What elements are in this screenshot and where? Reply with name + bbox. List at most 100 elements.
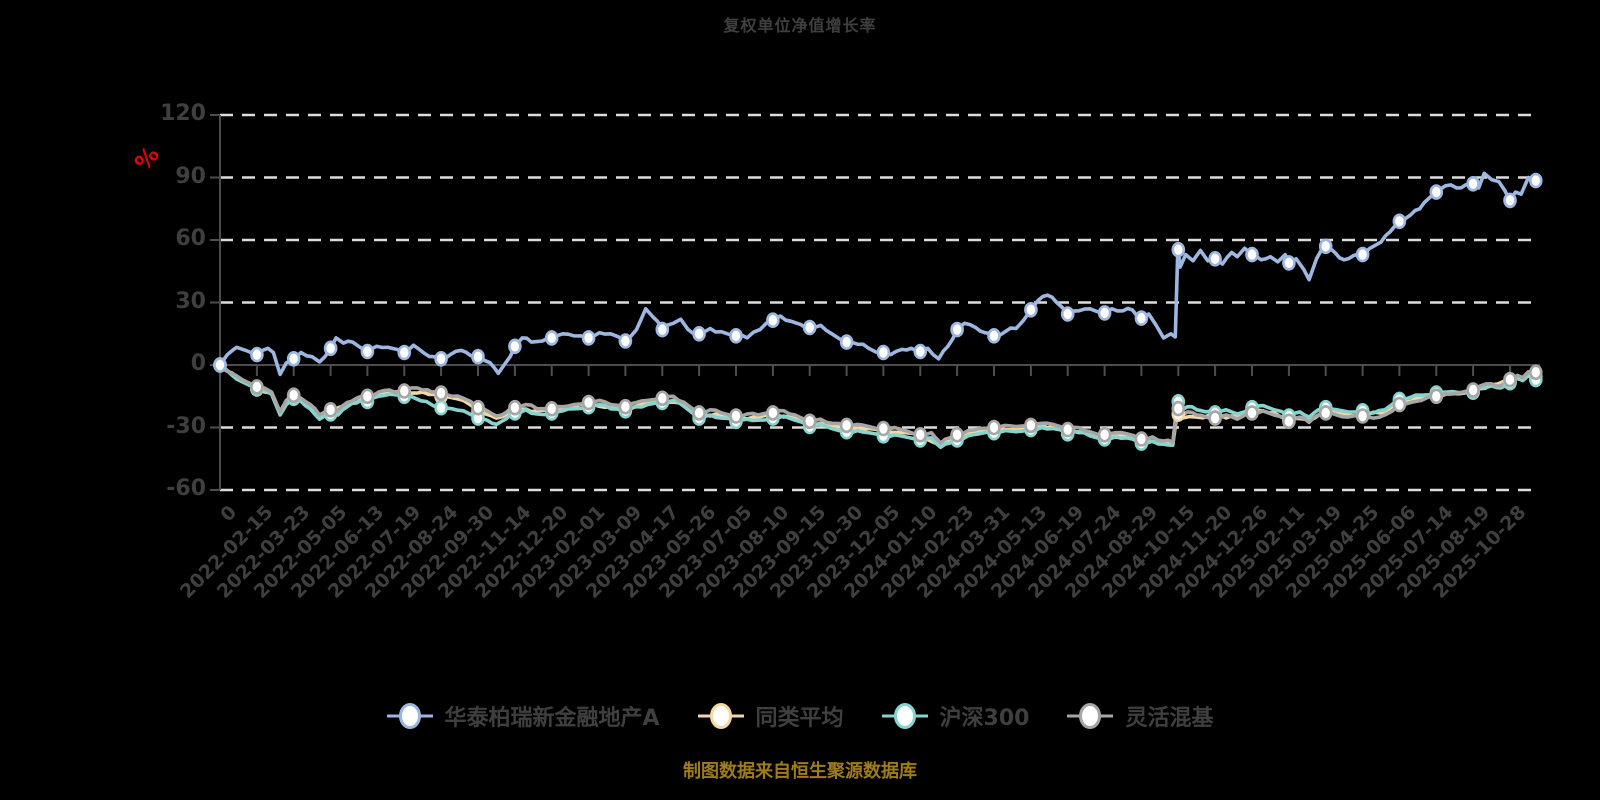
marker-fund: [1060, 306, 1075, 322]
marker-fund: [471, 348, 485, 365]
legend-marker-icon: [1067, 703, 1114, 729]
marker-flexible-mixed: [876, 420, 891, 437]
marker-flexible-mixed: [1060, 421, 1075, 438]
marker-flexible-mixed: [1134, 431, 1149, 447]
marker-fund: [1529, 172, 1543, 189]
legend-marker-icon: [386, 703, 433, 729]
chart-title: 复权单位净值增长率: [723, 16, 877, 35]
marker-flexible-mixed: [434, 385, 448, 401]
marker-flexible-mixed: [1355, 408, 1370, 424]
marker-fund: [839, 334, 854, 350]
marker-fund: [544, 330, 559, 346]
marker-fund: [1097, 305, 1112, 321]
legend-item-csi300[interactable]: 沪深300: [881, 700, 1030, 732]
marker-flexible-mixed: [360, 388, 375, 405]
marker-fund: [1392, 213, 1407, 230]
marker-flexible-mixed: [802, 413, 817, 430]
y-axis-label--30: -30: [166, 413, 206, 439]
y-axis-label-0: 0: [190, 351, 206, 376]
marker-flexible-mixed: [618, 398, 633, 415]
legend-item-fund[interactable]: 华泰柏瑞新金融地产A: [386, 700, 660, 732]
marker-fund: [1208, 250, 1222, 267]
marker-flexible-mixed: [655, 390, 670, 407]
marker-fund: [950, 321, 964, 338]
marker-flexible-mixed: [1392, 396, 1407, 413]
legend: 华泰柏瑞新金融地产A 同类平均 沪深300 灵活混基: [0, 700, 1600, 732]
marker-flexible-mixed: [1024, 417, 1038, 434]
marker-fund: [1503, 192, 1517, 209]
marker-fund: [1171, 241, 1186, 258]
data-source-footer: 制图数据来自恒生聚源数据库: [683, 761, 917, 782]
marker-flexible-mixed: [323, 401, 338, 418]
marker-fund: [987, 327, 1001, 344]
marker-csi300: [434, 399, 448, 416]
y-axis-label--60: -60: [166, 476, 206, 501]
marker-fund: [250, 346, 264, 363]
marker-flexible-mixed: [1208, 410, 1222, 426]
marker-fund: [1024, 301, 1038, 318]
marker-fund: [1318, 238, 1333, 255]
marker-fund: [1245, 246, 1259, 263]
marker-flexible-mixed: [1503, 371, 1517, 388]
marker-fund: [213, 357, 227, 373]
marker-flexible-mixed: [1318, 405, 1333, 421]
marker-flexible-mixed: [1466, 382, 1480, 398]
marker-flexible-mixed: [1171, 400, 1186, 417]
series-markers-flexible-mixed: [213, 357, 1543, 447]
marker-flexible-mixed: [950, 426, 964, 443]
marker-flexible-mixed: [250, 379, 264, 395]
marker-flexible-mixed: [987, 419, 1001, 436]
marker-flexible-mixed: [692, 405, 706, 421]
marker-flexible-mixed: [729, 408, 743, 424]
marker-flexible-mixed: [508, 399, 522, 416]
legend-label: 沪深300: [939, 706, 1030, 731]
marker-fund: [286, 350, 301, 367]
legend-marker-icon: [697, 703, 744, 729]
y-axis-label-90: 90: [175, 163, 206, 189]
legend-label: 华泰柏瑞新金融地产A: [444, 706, 660, 731]
marker-flexible-mixed: [286, 387, 301, 404]
marker-fund: [1355, 246, 1370, 263]
marker-fund: [913, 343, 928, 360]
marker-fund: [508, 338, 522, 355]
marker-fund: [655, 321, 670, 338]
marker-flexible-mixed: [839, 417, 854, 434]
series-line-fund: [218, 171, 1538, 377]
y-axis-label-60: 60: [175, 226, 206, 251]
marker-flexible-mixed: [581, 394, 596, 411]
marker-fund: [729, 327, 743, 344]
marker-fund: [766, 312, 780, 329]
legend-label: 灵活混基: [1125, 706, 1214, 731]
marker-flexible-mixed: [1245, 405, 1259, 421]
marker-flexible-mixed: [1429, 388, 1444, 405]
marker-fund: [397, 344, 412, 361]
marker-fund: [692, 325, 706, 342]
marker-flexible-mixed: [766, 405, 780, 421]
series-markers-fund: [213, 172, 1543, 373]
marker-flexible-mixed: [397, 383, 412, 399]
marker-fund: [323, 340, 338, 357]
legend-label: 同类平均: [755, 706, 844, 731]
series-markers-csi300: [213, 357, 1543, 451]
marker-fund: [1429, 184, 1444, 200]
marker-flexible-mixed: [471, 399, 485, 416]
marker-fund: [618, 333, 633, 349]
y-axis-label-30: 30: [175, 288, 206, 314]
marker-flexible-mixed: [544, 400, 559, 417]
marker-fund: [1282, 255, 1296, 271]
marker-fund: [876, 344, 891, 361]
legend-marker-icon: [881, 703, 928, 729]
legend-item-peer-average[interactable]: 同类平均: [697, 700, 844, 732]
marker-flexible-mixed: [913, 426, 928, 443]
marker-flexible-mixed: [1529, 364, 1543, 381]
marker-fund: [360, 343, 375, 360]
marker-fund: [581, 330, 596, 346]
legend-item-flexible-mixed[interactable]: 灵活混基: [1067, 700, 1214, 732]
y-axis-label-120: 120: [160, 101, 206, 126]
marker-flexible-mixed: [1097, 426, 1112, 443]
marker-flexible-mixed: [1282, 413, 1296, 430]
marker-fund: [1134, 310, 1149, 326]
marker-fund: [802, 319, 817, 336]
